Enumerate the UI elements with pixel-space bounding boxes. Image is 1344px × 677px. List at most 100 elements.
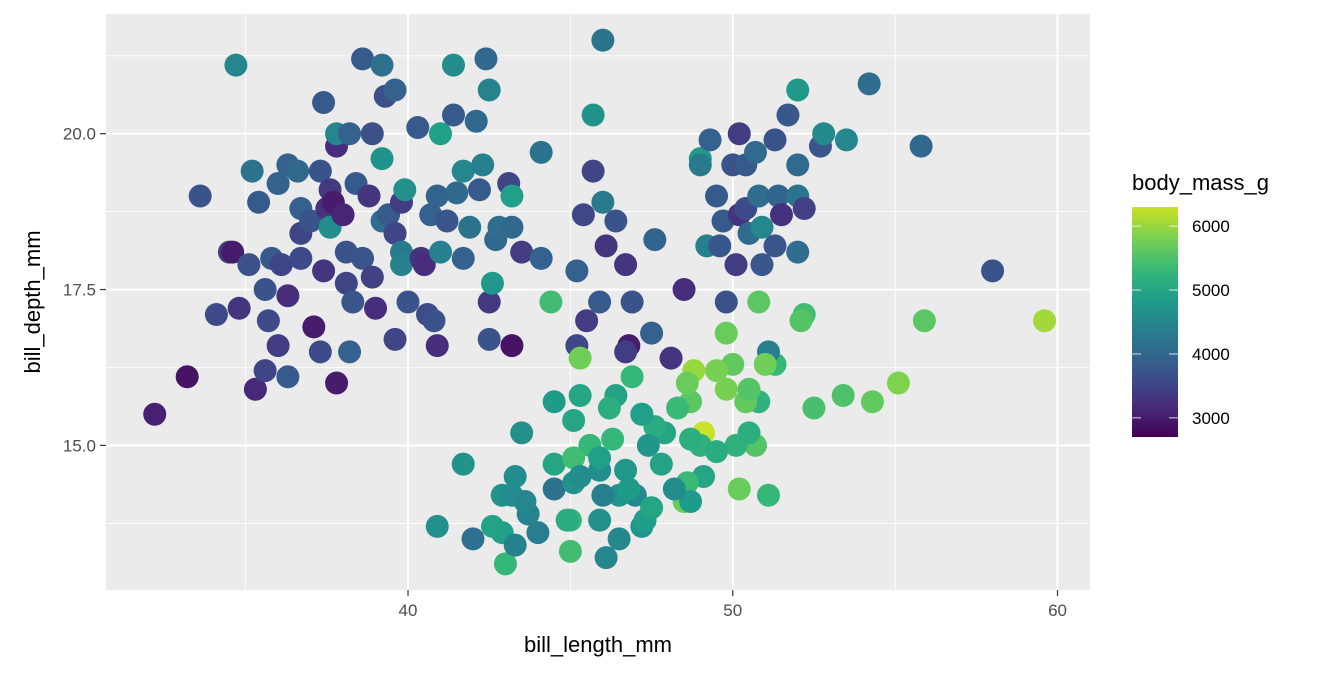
data-point [422, 309, 446, 333]
data-point [756, 483, 780, 507]
data-point [240, 159, 264, 183]
data-point [659, 346, 683, 370]
data-point [750, 215, 774, 239]
data-point [474, 47, 498, 71]
x-axis: 40 50 60 [399, 590, 1067, 620]
data-point [562, 446, 586, 470]
colorbar [1132, 207, 1178, 437]
data-point [425, 514, 449, 538]
data-point [175, 365, 199, 389]
data-point [464, 109, 488, 133]
legend: body_mass_g 6000 5000 4000 3000 [1132, 170, 1269, 437]
data-point [383, 78, 407, 102]
data-point [396, 290, 420, 314]
data-point [451, 452, 475, 476]
colorbar-ticks: 6000 5000 4000 3000 [1132, 217, 1230, 428]
data-point [786, 153, 810, 177]
data-point [581, 103, 605, 127]
data-point [812, 122, 836, 146]
data-point [724, 253, 748, 277]
data-point [334, 271, 358, 295]
data-point [705, 359, 729, 383]
data-point [253, 359, 277, 383]
data-point [614, 253, 638, 277]
data-point [435, 209, 459, 233]
x-tick-label: 40 [399, 601, 418, 620]
data-point [302, 315, 326, 339]
colorbar-label: 3000 [1192, 409, 1230, 428]
data-point [562, 408, 586, 432]
data-point [705, 440, 729, 464]
data-point [672, 278, 696, 302]
data-point [227, 296, 251, 320]
data-point [500, 334, 524, 358]
data-point [753, 352, 777, 376]
data-point [604, 209, 628, 233]
data-point [503, 465, 527, 489]
data-point [614, 458, 638, 482]
data-point [588, 290, 612, 314]
data-point [620, 290, 644, 314]
data-point [390, 253, 414, 277]
data-point [792, 196, 816, 220]
data-point [341, 290, 365, 314]
x-tick-label: 60 [1048, 601, 1067, 620]
data-point [750, 253, 774, 277]
data-point [714, 321, 738, 345]
data-point [786, 78, 810, 102]
data-point [513, 489, 537, 513]
colorbar-label: 4000 [1192, 345, 1230, 364]
data-point [789, 309, 813, 333]
data-point [662, 477, 686, 501]
data-point [568, 384, 592, 408]
data-point [351, 246, 375, 270]
data-point [458, 215, 482, 239]
data-point [649, 452, 673, 476]
data-point [727, 122, 751, 146]
data-point [886, 371, 910, 395]
data-point [568, 346, 592, 370]
data-point [688, 153, 712, 177]
data-point [276, 365, 300, 389]
data-point [597, 396, 621, 420]
data-point [441, 53, 465, 77]
data-point [451, 246, 475, 270]
data-point [591, 28, 615, 52]
data-point [558, 539, 582, 563]
colorbar-label: 6000 [1192, 217, 1230, 236]
data-point [640, 321, 664, 345]
data-point [428, 122, 452, 146]
data-point [425, 334, 449, 358]
y-axis: 15.0 17.5 20.0 [63, 125, 106, 455]
data-point [500, 215, 524, 239]
data-point [636, 433, 660, 457]
data-point [620, 365, 644, 389]
data-point [383, 327, 407, 351]
data-point [477, 290, 501, 314]
data-point [451, 159, 475, 183]
data-point [763, 234, 787, 258]
data-point [705, 184, 729, 208]
data-point [312, 91, 336, 115]
data-point [555, 508, 579, 532]
data-point [526, 521, 550, 545]
data-point [679, 427, 703, 451]
data-point [857, 72, 881, 96]
data-point [769, 203, 793, 227]
data-point [542, 452, 566, 476]
data-point [529, 246, 553, 270]
y-tick-label: 20.0 [63, 125, 96, 144]
data-point [477, 327, 501, 351]
data-point [588, 508, 612, 532]
data-point [188, 184, 212, 208]
data-point [312, 259, 336, 283]
data-point [708, 234, 732, 258]
data-point [568, 465, 592, 489]
data-point [666, 396, 690, 420]
data-point [747, 184, 771, 208]
data-point [269, 253, 293, 277]
data-point [529, 140, 553, 164]
data-point [338, 122, 362, 146]
data-point [679, 489, 703, 513]
